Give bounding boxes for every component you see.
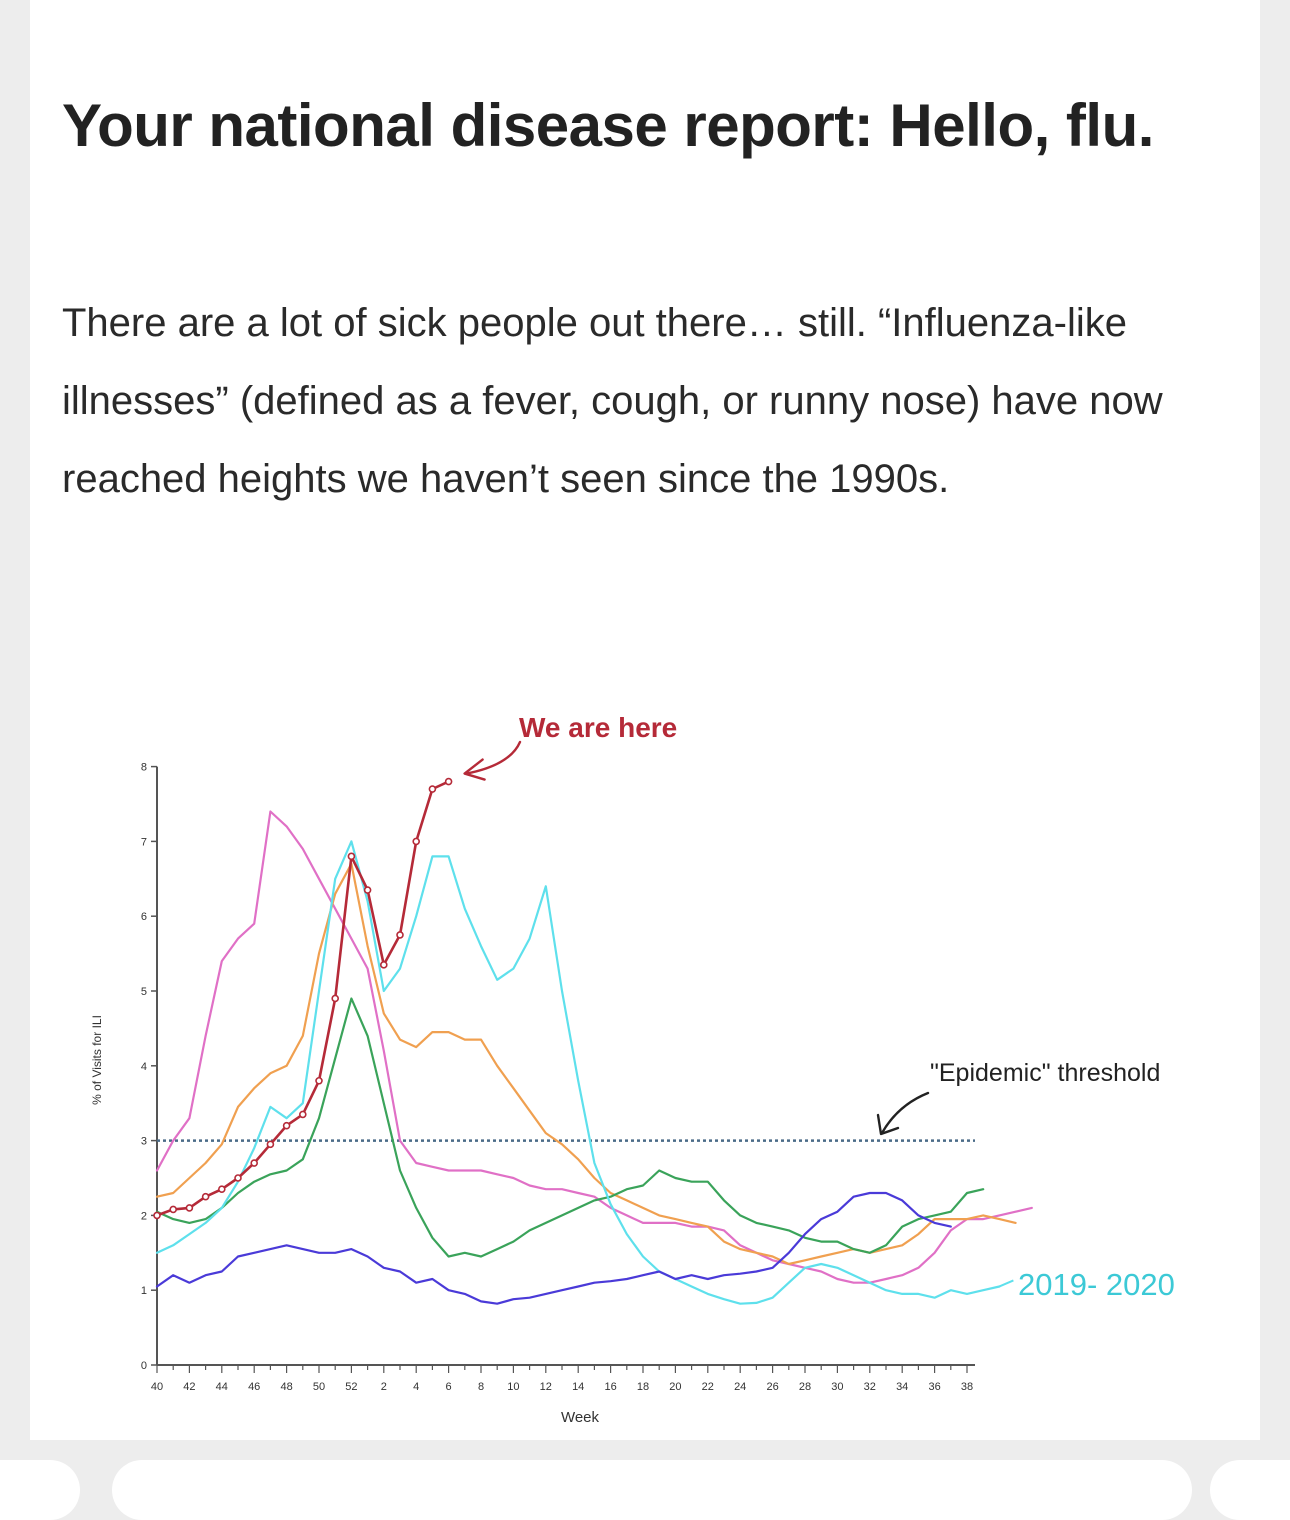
y-tick-label: 6 (141, 911, 147, 923)
bottom-nav-bar (112, 1460, 1192, 1520)
x-tick-label: 4 (413, 1381, 419, 1393)
current-season-point (218, 1185, 226, 1194)
x-tick-label: 10 (507, 1381, 519, 1393)
current-season-point (234, 1174, 242, 1182)
series-label-2019-2020: 2019- 2020 (1018, 1267, 1175, 1302)
x-tick-label: 52 (345, 1381, 357, 1393)
current-season-point (185, 1204, 194, 1212)
x-tick-label: 6 (446, 1381, 452, 1393)
current-season-point (396, 931, 404, 939)
y-tick-label: 7 (141, 836, 147, 848)
x-tick-label: 44 (216, 1381, 228, 1393)
current-season-point (363, 886, 372, 894)
x-axis-label: Week (561, 1409, 600, 1426)
y-tick-label: 3 (141, 1136, 147, 1148)
current-season-point (315, 1076, 323, 1085)
current-season-point (347, 852, 356, 861)
current-season-point (266, 1140, 275, 1149)
x-tick-label: 48 (280, 1381, 292, 1393)
current-season-point (169, 1205, 177, 1214)
x-tick-label: 46 (248, 1381, 260, 1393)
x-tick-label: 42 (183, 1381, 195, 1393)
current-season-point (153, 1211, 161, 1220)
x-tick-label: 20 (669, 1381, 681, 1393)
x-tick-label: 14 (572, 1381, 584, 1393)
x-tick-label: 24 (734, 1381, 746, 1393)
current-season-point (412, 837, 421, 846)
series-line-1 (155, 810, 1033, 1284)
y-tick-label: 2 (141, 1210, 147, 1222)
x-tick-label: 12 (540, 1381, 552, 1393)
x-tick-label: 22 (702, 1381, 714, 1393)
series-line-5 (155, 1191, 952, 1305)
we-are-here-label: We are here (519, 712, 677, 743)
body-paragraph: There are a lot of sick people out there… (62, 301, 1163, 501)
x-tick-label: 30 (831, 1381, 843, 1393)
y-tick-label: 1 (141, 1285, 147, 1297)
x-tick-label: 38 (961, 1381, 973, 1393)
y-tick-label: 0 (141, 1360, 147, 1372)
x-tick-label: 8 (478, 1381, 484, 1393)
x-tick-label: 2 (381, 1381, 387, 1393)
x-tick-label: 50 (313, 1381, 325, 1393)
x-tick-label: 26 (766, 1381, 778, 1393)
series-line-6 (155, 780, 450, 1217)
current-season-point (298, 1110, 307, 1119)
headline: Your national disease report: Hello, flu… (62, 92, 1154, 159)
current-season-point (331, 994, 340, 1003)
current-season-point (379, 961, 388, 969)
epidemic-threshold-label: "Epidemic" threshold (930, 1059, 1160, 1087)
x-tick-label: 32 (864, 1381, 876, 1393)
y-tick-label: 4 (141, 1061, 147, 1073)
current-season-point (444, 777, 453, 786)
bottom-nav-left (0, 1460, 80, 1520)
current-season-point (428, 785, 437, 793)
y-axis-label: % of Visits for ILI (90, 1015, 104, 1105)
x-tick-label: 40 (151, 1381, 163, 1393)
we-are-here-arrowhead (463, 758, 486, 781)
series-label-leader (999, 1279, 1014, 1288)
we-are-here-arrow (465, 740, 522, 775)
threshold-arrow (880, 1091, 930, 1135)
current-season-point (250, 1159, 258, 1167)
series-line-3 (155, 997, 985, 1258)
x-tick-label: 34 (896, 1381, 908, 1393)
x-tick-label: 16 (604, 1381, 616, 1393)
x-tick-label: 18 (637, 1381, 649, 1393)
y-tick-label: 8 (141, 762, 147, 774)
current-season-point (201, 1192, 210, 1201)
series-line-4 (155, 840, 1001, 1305)
y-tick-label: 5 (141, 986, 147, 998)
x-tick-label: 28 (799, 1381, 811, 1393)
current-season-point (282, 1121, 291, 1130)
bottom-nav-right (1210, 1460, 1290, 1520)
article-card: Your national disease report: Hello, flu… (30, 0, 1260, 1440)
threshold-arrowhead (876, 1113, 900, 1136)
x-tick-label: 36 (928, 1381, 940, 1393)
